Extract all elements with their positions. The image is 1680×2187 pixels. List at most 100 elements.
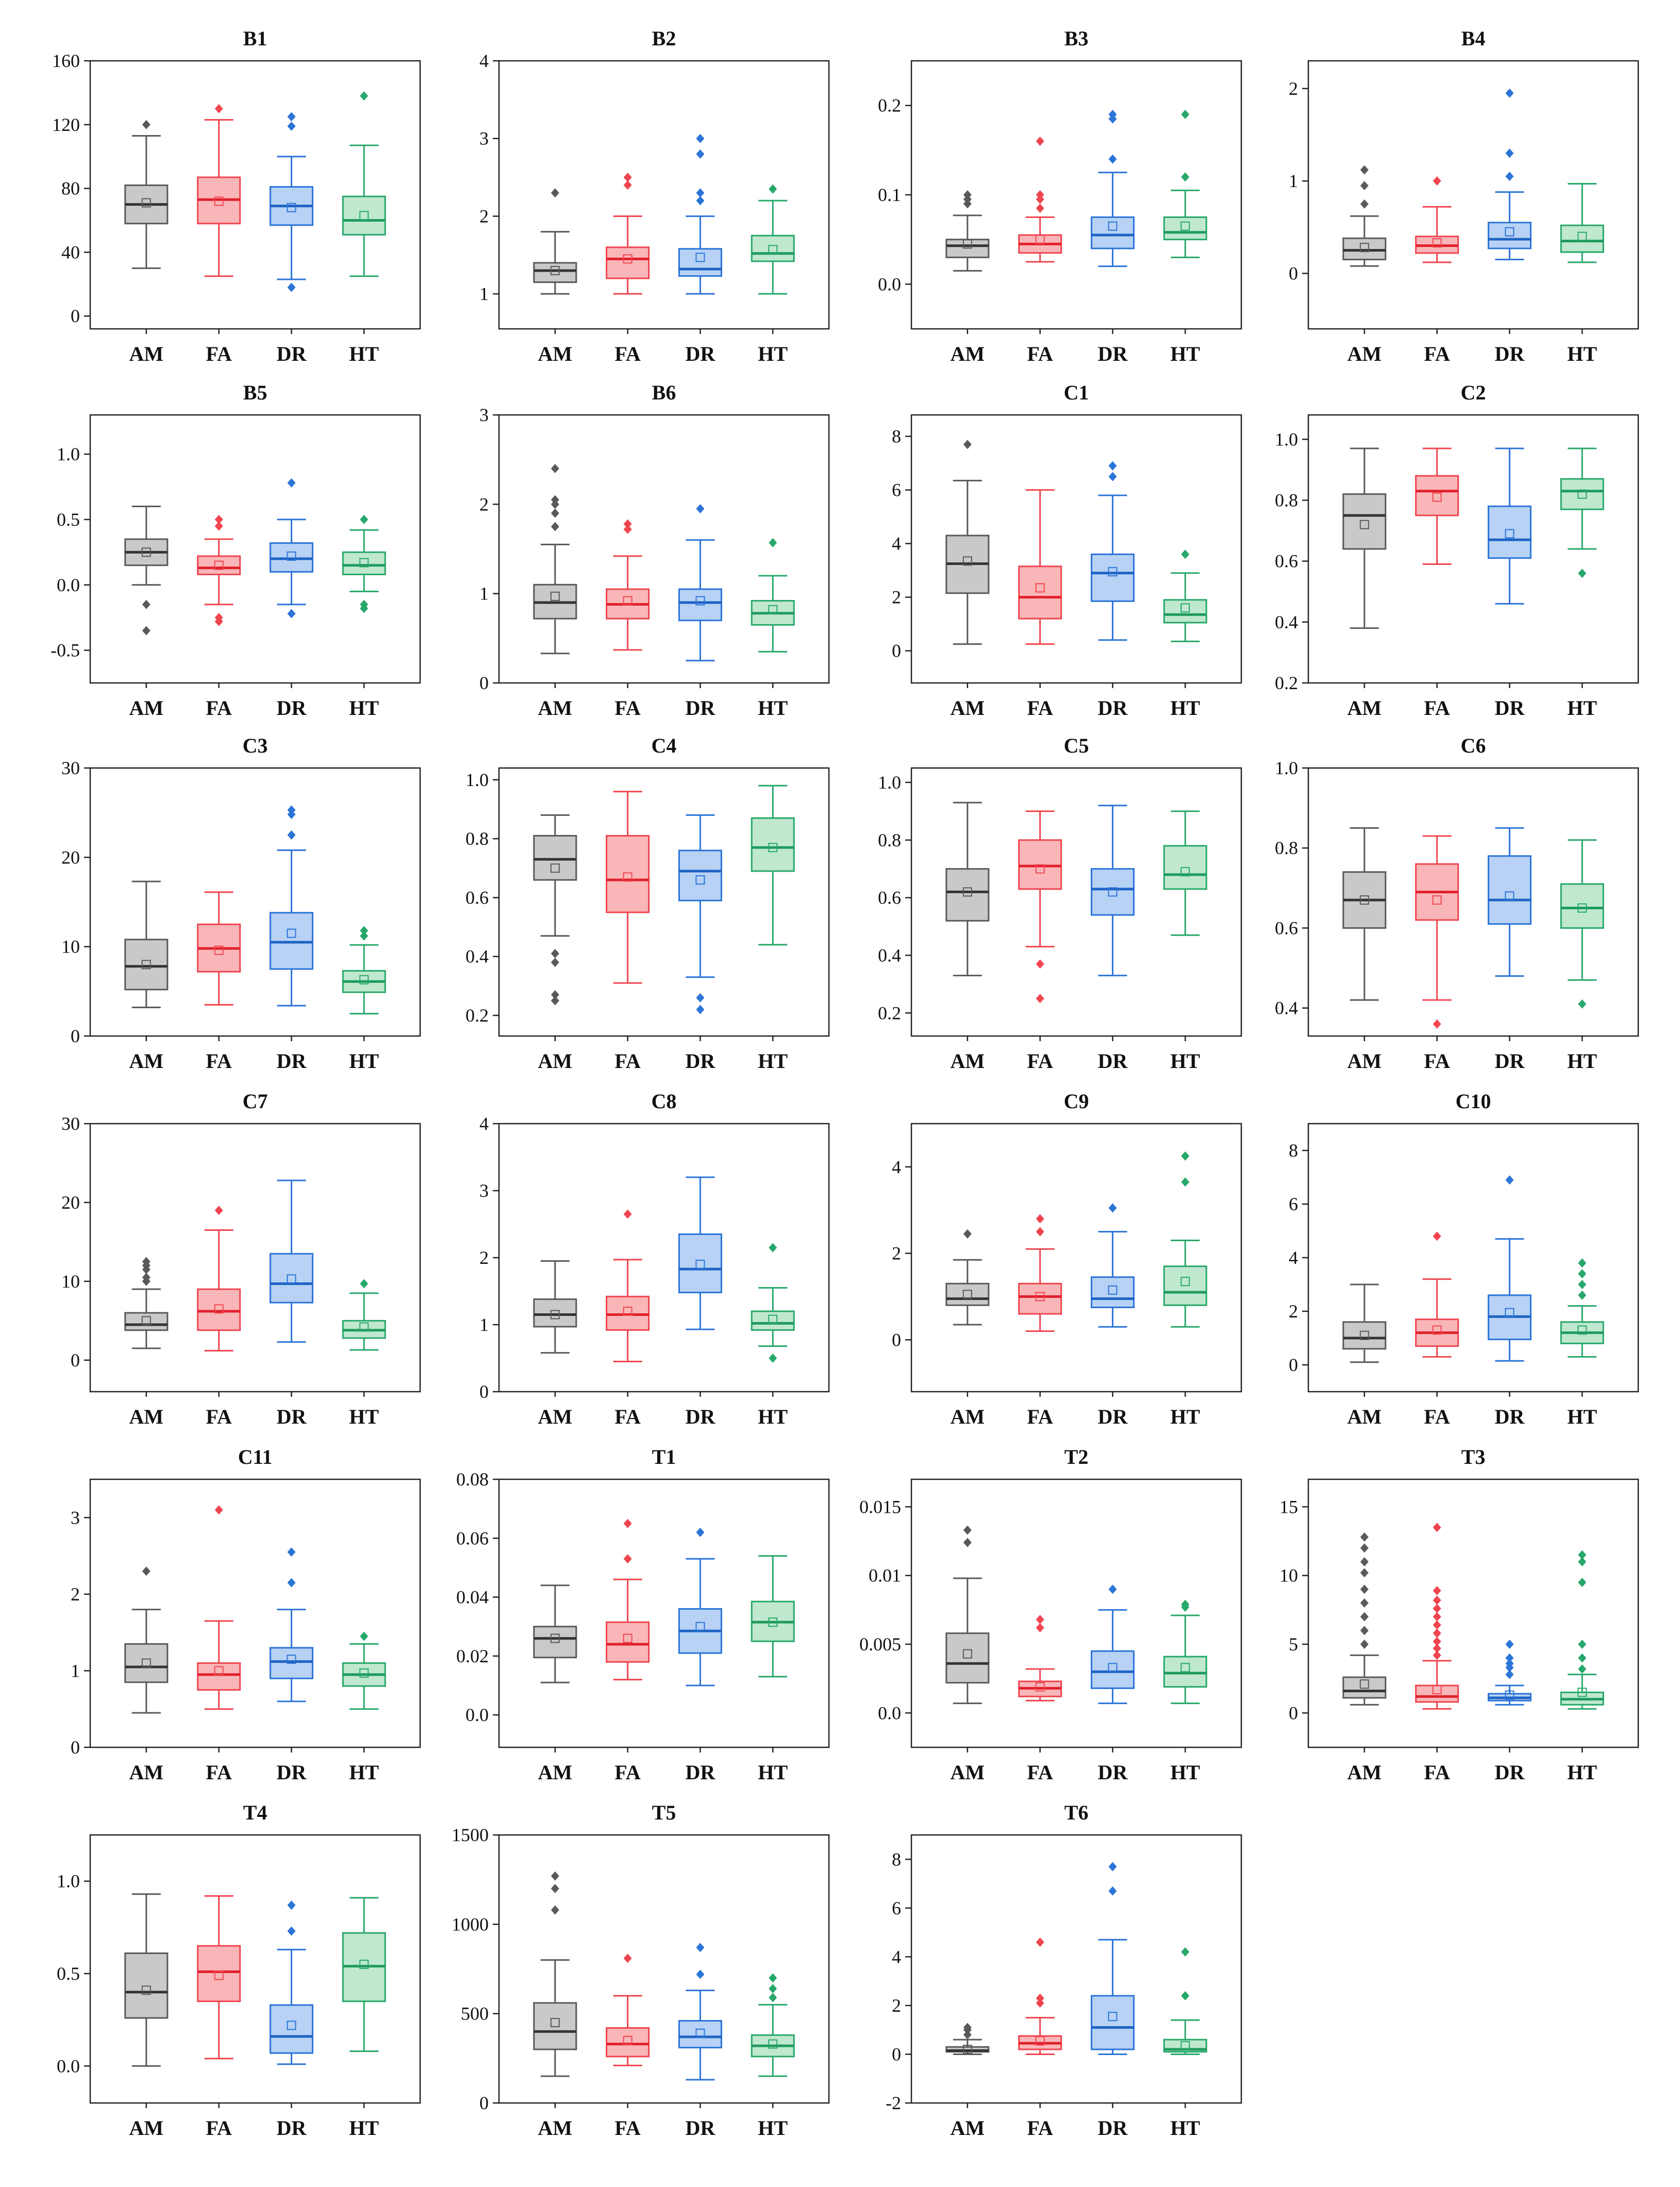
box-iqr [1090, 1276, 1135, 1308]
panel-b4: B4 0 1 2 AM FA DR HT [1289, 27, 1639, 365]
outlier-point [1360, 1584, 1369, 1594]
box-ht [1163, 110, 1207, 258]
box-dr [1090, 1584, 1135, 1705]
x-category-label: HT [758, 1405, 788, 1428]
outlier-point [1578, 1258, 1587, 1268]
x-category-label: DR [277, 1761, 307, 1784]
outlier-point [1360, 1543, 1369, 1553]
x-category-label: AM [129, 342, 163, 365]
mean-marker [1505, 891, 1515, 901]
outlier-point [287, 1578, 296, 1588]
panel-b2: B2 1 2 3 4 AM FA DR HT [479, 27, 830, 365]
box-fa [1415, 835, 1459, 1029]
mean-marker [1180, 603, 1190, 613]
x-category-label: FA [206, 342, 231, 365]
box-iqr [342, 551, 386, 575]
panel-c7: C7 0 10 20 30 AM FA DR HT [61, 1090, 421, 1428]
mean-marker [141, 1658, 151, 1668]
y-tick-label: -0.5 [51, 640, 80, 661]
box-fa [1415, 447, 1459, 565]
x-category-label: AM [950, 342, 985, 365]
box-ht [751, 1973, 795, 2077]
mean-marker [695, 253, 705, 262]
y-tick-label: 0.0 [878, 1702, 901, 1723]
x-category-label: HT [1567, 1405, 1597, 1428]
box-am [1342, 827, 1387, 1001]
outlier-point [769, 1973, 777, 1983]
x-category-label: DR [686, 342, 716, 365]
x-category-label: DR [686, 2116, 716, 2140]
panel-title: C5 [1064, 734, 1089, 757]
outlier-point [1360, 1568, 1369, 1578]
x-category-label: DR [1495, 1761, 1525, 1784]
outlier-point [1433, 1620, 1441, 1630]
y-tick-label: 0 [71, 1026, 80, 1046]
y-tick-label: 3 [479, 405, 489, 425]
y-tick-label: 2 [1289, 78, 1298, 99]
box-dr [1487, 1175, 1532, 1362]
box-iqr [1560, 478, 1604, 510]
panel-title: B3 [1064, 27, 1089, 50]
outlier-point [214, 1505, 223, 1515]
box-ht [342, 514, 386, 613]
mean-marker [287, 928, 296, 938]
box-iqr [124, 1643, 169, 1683]
outlier-point [1433, 1612, 1441, 1622]
y-tick-label: 1.0 [878, 772, 901, 793]
box-am [124, 880, 169, 1009]
plot-frame [910, 1478, 1242, 1748]
panel-b6: B6 0 1 2 3 AM FA DR HT [479, 381, 830, 720]
box-am [1342, 165, 1387, 267]
y-tick-label: 0.4 [465, 946, 489, 967]
outlier-point [1036, 204, 1044, 213]
y-tick-label: 0 [479, 2093, 489, 2113]
outlier-point [1181, 1151, 1190, 1161]
y-tick-label: 0 [71, 1350, 80, 1371]
x-category-label: HT [1170, 1049, 1200, 1073]
outlier-point [1108, 461, 1117, 471]
y-tick-label: 1 [71, 1660, 80, 1681]
x-category-label: DR [686, 696, 716, 720]
x-category-label: FA [1027, 696, 1053, 720]
mean-marker [141, 960, 151, 970]
mean-marker [287, 1655, 296, 1664]
box-am [533, 1584, 577, 1683]
y-tick-label: 10 [61, 1271, 80, 1292]
box-fa [1018, 810, 1062, 1004]
outlier-point [551, 1905, 559, 1915]
panel-b3: B3 0.0 0.1 0.2 AM FA DR HT [878, 27, 1242, 365]
mean-marker [214, 1666, 224, 1676]
outlier-point [287, 1926, 296, 1936]
box-ht [1163, 1947, 1207, 2055]
plot-frame [1307, 1478, 1639, 1748]
mean-marker [1035, 235, 1045, 244]
y-tick-label: 1 [479, 1314, 489, 1335]
outlier-point [1505, 1659, 1514, 1668]
outlier-point [1360, 1557, 1369, 1566]
outlier-point [1036, 137, 1044, 146]
mean-marker [1180, 221, 1190, 231]
mean-marker [695, 875, 705, 885]
box-ht [1163, 549, 1207, 642]
outlier-point [142, 1273, 151, 1282]
mean-marker [214, 196, 224, 206]
plot-frame [89, 767, 421, 1037]
box-iqr [269, 1253, 313, 1304]
outlier-point [551, 949, 559, 958]
y-tick-label: 2 [479, 494, 489, 514]
panel-t6: T6 -2 0 2 4 6 8 AM FA DR HT [886, 1801, 1242, 2140]
y-tick-label: 0.8 [878, 830, 901, 850]
x-category-label: AM [950, 1761, 985, 1784]
box-ht [751, 1555, 795, 1678]
box-dr [678, 1527, 722, 1687]
box-iqr [1487, 505, 1532, 559]
outlier-point [623, 1954, 632, 1963]
box-ht [751, 784, 795, 946]
mean-marker [141, 1985, 151, 1995]
box-iqr [1018, 565, 1062, 620]
plot-frame [910, 1834, 1242, 2104]
mean-marker [962, 887, 972, 897]
box-iqr [197, 1945, 241, 2002]
outlier-point [1505, 1175, 1514, 1185]
outlier-point [1433, 1523, 1441, 1532]
